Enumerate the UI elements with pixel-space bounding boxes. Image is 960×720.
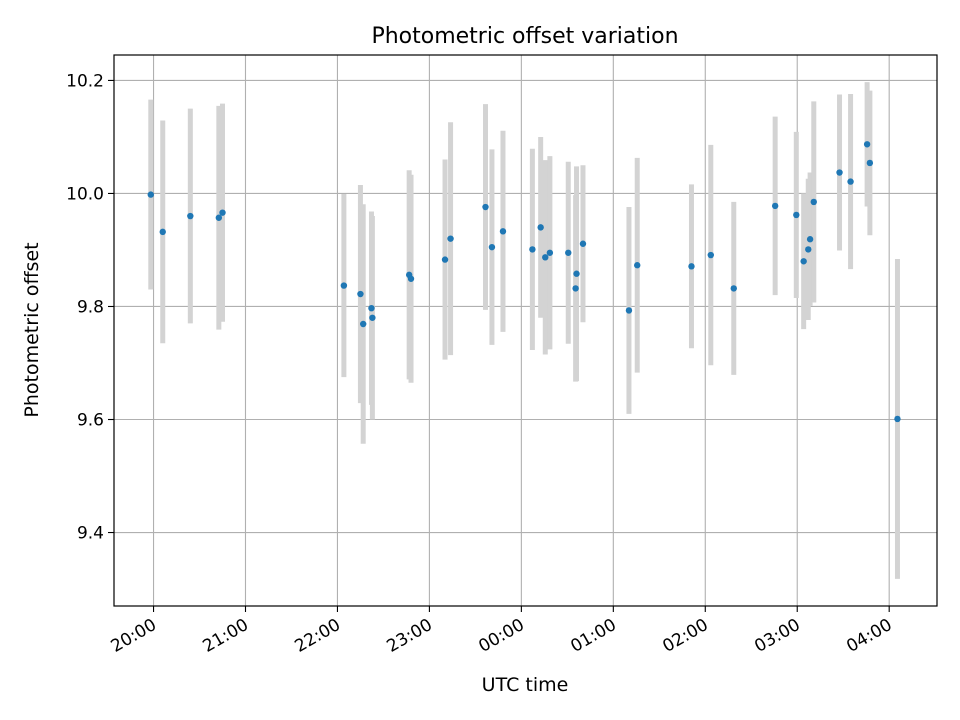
y-tick-label: 9.6 [77,411,104,431]
x-tick-label: 01:00 [567,615,619,657]
data-point [359,320,367,328]
data-point [368,304,375,312]
x-axis-label: UTC time [482,674,569,696]
grid-layer [114,55,937,606]
data-point [546,249,554,256]
data-point [441,256,449,263]
plot-frame [113,54,938,607]
data-point [488,243,496,251]
data-point [537,224,544,231]
data-point [529,246,536,253]
data-point [159,228,166,236]
x-tick-label: 02:00 [659,615,711,657]
data-point [806,236,814,243]
data-point [730,285,737,292]
data-point [847,178,854,185]
y-tick-label: 9.4 [77,524,104,544]
data-point [866,159,874,167]
x-tick-label: 03:00 [751,615,803,657]
data-point [793,211,800,219]
data-point [836,169,843,176]
data-point [707,251,714,259]
data-point [369,314,376,321]
data-point [688,263,695,270]
data-point [219,209,226,216]
errorbar-layer [148,82,900,579]
x-tick-label: 00:00 [475,615,527,657]
data-point [634,262,641,269]
data-point [447,235,454,242]
data-point [482,203,489,211]
x-tick-label: 23:00 [383,615,435,657]
data-point [147,191,154,198]
data-point [407,275,415,282]
data-point [215,214,223,221]
data-point [573,270,580,277]
point-layer [147,141,901,423]
data-point [499,228,507,235]
x-tick-label: 20:00 [108,615,160,657]
data-point [579,240,587,247]
data-point [800,258,807,265]
x-tick-label: 22:00 [292,615,344,657]
chart-title: Photometric offset variation [371,24,678,49]
data-point [894,415,901,423]
data-point [357,290,364,298]
data-point [187,212,194,220]
data-point [805,246,812,253]
data-point [340,282,348,289]
y-tick-label: 10.0 [66,184,104,204]
data-point [863,141,871,148]
y-axis-label: Photometric offset [21,242,43,417]
y-tick-label: 9.8 [77,297,104,317]
data-point [565,249,572,256]
data-point [625,307,633,314]
y-tick-label: 10.2 [66,71,104,91]
x-tick-label: 04:00 [843,615,895,657]
data-point [810,198,817,206]
data-point [771,202,779,210]
x-tick-label: 21:00 [200,615,252,657]
data-point [572,285,579,292]
data-point [542,254,549,261]
